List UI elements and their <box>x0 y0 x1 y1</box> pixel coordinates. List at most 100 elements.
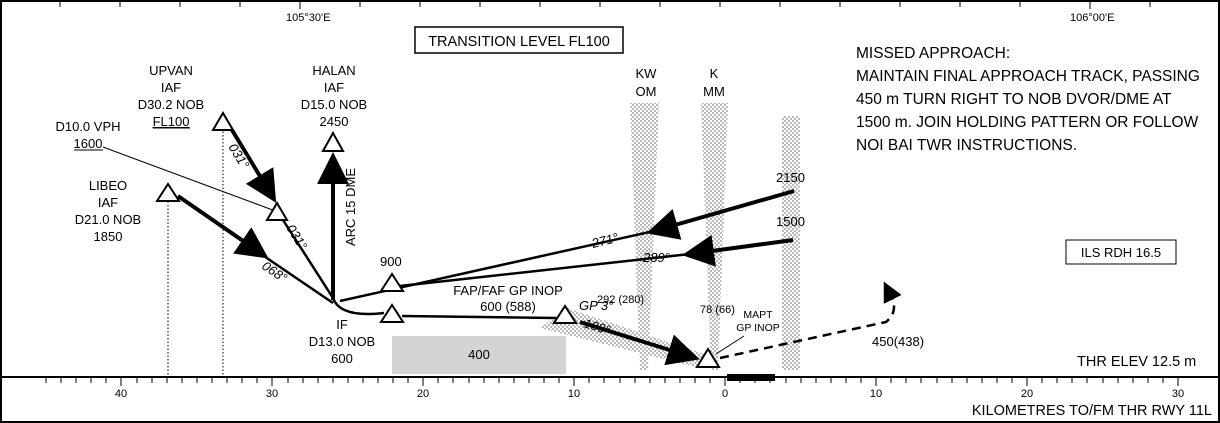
track-289 <box>682 234 794 267</box>
fix-libeo-icon <box>155 182 181 202</box>
fix-name: MAPT <box>743 309 773 321</box>
fix-if-icon <box>379 303 405 323</box>
thr-marker-strip <box>782 116 800 370</box>
fix-halan-icon <box>321 130 345 152</box>
fix-alt: FL100 <box>153 114 190 129</box>
axis-tick-label: 40 <box>115 388 127 400</box>
glide-path-label: GP 3° <box>579 298 613 313</box>
axis-tick-label: 20 <box>1021 388 1033 400</box>
altitude-1500: 1500 <box>776 214 805 229</box>
fix-d10-icon <box>265 201 289 221</box>
track-if-faf <box>401 314 557 320</box>
altitude-900: 900 <box>380 254 402 269</box>
axis-tick-label: 10 <box>870 388 882 400</box>
track-031-label-b: 031° <box>283 222 310 253</box>
track-final <box>579 320 700 366</box>
fix-alt: 600 (588) <box>480 299 536 314</box>
axis-tick-label: 20 <box>417 388 429 400</box>
track-031-cont <box>281 219 335 299</box>
transition-level-text: TRANSITION LEVEL FL100 <box>428 34 610 50</box>
halan-label: HALAN IAF D15.0 NOB 2450 <box>301 63 367 129</box>
fap-label: FAP/FAF GP INOP 600 (588) <box>453 283 563 314</box>
fix-alt: 1600 <box>74 136 103 151</box>
missed-approach-line: MISSED APPROACH: <box>856 45 1010 62</box>
fix-alt: 600 <box>331 351 353 366</box>
track-289-label: 289° <box>642 250 670 265</box>
om-height: 292 (280) <box>597 294 644 306</box>
fix-mapt-icon <box>695 347 721 368</box>
runway-bar <box>727 374 775 381</box>
om-marker-cone <box>630 103 659 370</box>
altitude-2150: 2150 <box>776 170 805 185</box>
track-join <box>331 297 385 316</box>
track-031-label-a: 031° <box>225 141 252 172</box>
axis-tick-label: 30 <box>1172 388 1184 400</box>
ils-rdh-box <box>1065 239 1177 265</box>
mm-height: 78 (66) <box>700 304 735 316</box>
libeo-label: LIBEO IAF D21.0 NOB 1850 <box>75 178 141 244</box>
fix-type: IAF <box>324 80 344 95</box>
axis-tick-label: 10 <box>568 388 580 400</box>
fix-note: GP INOP <box>736 322 780 334</box>
axis-tick-label: 30 <box>266 388 278 400</box>
axis-tick-label: 0 <box>722 388 728 400</box>
thr-elev-label: THR ELEV 12.5 m <box>1077 354 1196 370</box>
distance-axis-labels: 40 30 20 10 0 10 20 30 <box>115 388 1184 400</box>
marker-name: KW <box>636 66 658 81</box>
distance-axis-ticks <box>45 377 1179 386</box>
fix-type: IAF <box>98 195 118 210</box>
coord-106-00: 106°00'E <box>1070 12 1114 24</box>
fix-dist: D15.0 NOB <box>301 97 367 112</box>
fix-alt: 1850 <box>94 229 123 244</box>
mm-label: K MM <box>703 66 725 99</box>
missed-altitude-label: 450(438) <box>872 334 924 349</box>
fix-name: IF <box>336 317 348 332</box>
minimum-altitude-box <box>392 336 566 374</box>
track-289-cont <box>399 252 691 288</box>
ils-rdh-text: ILS RDH 16.5 <box>1081 245 1161 260</box>
upvan-label: UPVAN IAF D30.2 NOB FL100 <box>138 63 204 129</box>
top-coordinate-ticks <box>59 1 1151 9</box>
marker-type: MM <box>703 84 725 99</box>
marker-name: K <box>710 66 719 81</box>
track-271-label: 271° <box>589 230 620 251</box>
om-label: KW OM <box>636 66 658 99</box>
missed-approach-text: MISSED APPROACH: MAINTAIN FINAL APPROACH… <box>856 45 1200 154</box>
arc-15-dme-label: ARC 15 DME <box>343 168 358 246</box>
missed-approach-line: NOI BAI TWR INSTRUCTIONS. <box>856 137 1077 154</box>
fix-dist: D30.2 NOB <box>138 97 204 112</box>
mapt-label: MAPT GP INOP <box>736 309 780 334</box>
track-libeo <box>176 194 269 259</box>
track-271 <box>646 189 795 240</box>
fix-dist: D21.0 NOB <box>75 212 141 227</box>
coord-105-30: 105°30'E <box>286 12 330 24</box>
fix-name: UPVAN <box>149 63 193 78</box>
minimum-altitude-value: 400 <box>468 347 490 362</box>
mapt-leader-line <box>715 335 745 355</box>
missed-approach-line: MAINTAIN FINAL APPROACH TRACK, PASSING <box>856 68 1200 85</box>
fix-faf-icon <box>552 304 578 324</box>
distance-axis-caption: KILOMETRES TO/FM THR RWY 11L <box>972 403 1212 419</box>
d10-label: D10.0 VPH 1600 <box>55 119 120 151</box>
fix-alt: 2450 <box>320 114 349 129</box>
fix-900-icon <box>379 272 405 292</box>
track-missed <box>719 281 902 360</box>
fix-type: IAF <box>161 80 181 95</box>
fix-triangles <box>155 111 721 368</box>
fix-dist: D10.0 VPH <box>55 119 120 134</box>
fix-upvan-icon <box>211 111 235 131</box>
fix-dist: D13.0 NOB <box>309 334 375 349</box>
transition-level-box <box>414 26 624 54</box>
track-upvan <box>230 128 277 203</box>
fix-name: HALAN <box>312 63 355 78</box>
fix-name: LIBEO <box>89 178 127 193</box>
missed-approach-line: 450 m TURN RIGHT TO NOB DVOR/DME AT <box>856 91 1172 108</box>
missed-approach-line: 1500 m. JOIN HOLDING PATTERN OR FOLLOW <box>856 114 1199 131</box>
track-068-label: 068° <box>259 258 290 285</box>
if-label: IF D13.0 NOB 600 <box>309 317 375 366</box>
track-libeo-cont <box>254 248 334 305</box>
marker-type: OM <box>636 84 657 99</box>
mm-marker-cone <box>701 103 728 370</box>
